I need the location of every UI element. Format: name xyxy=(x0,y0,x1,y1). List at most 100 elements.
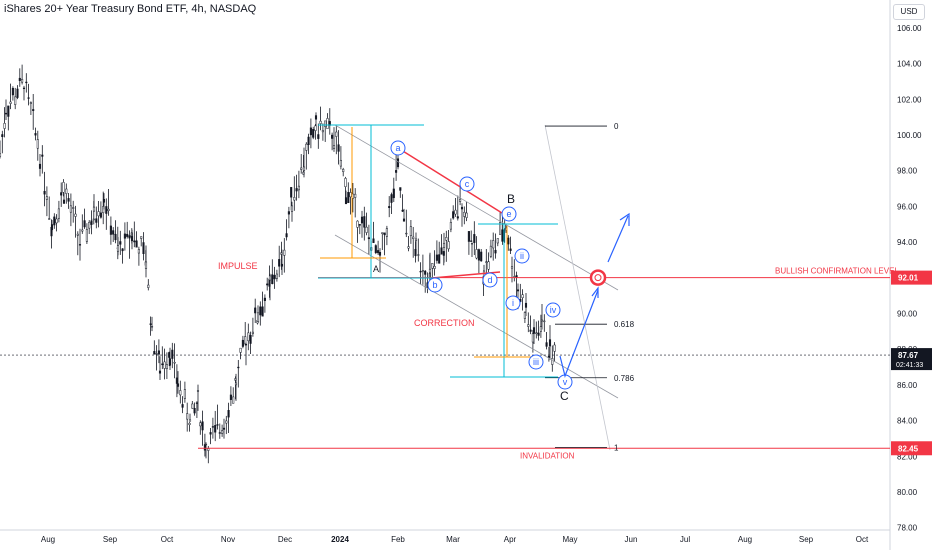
candle-body xyxy=(249,334,252,344)
breakout-target-inner xyxy=(594,274,602,282)
candle-body xyxy=(402,218,406,222)
time-tick-label: Jul xyxy=(680,535,690,544)
candle-body xyxy=(133,240,136,243)
candle-body xyxy=(247,332,250,342)
candle-body xyxy=(16,88,19,98)
candle-body xyxy=(157,350,160,355)
candle-body xyxy=(360,216,364,224)
candle-body xyxy=(496,238,499,244)
candle-body xyxy=(21,79,24,83)
candle-body xyxy=(356,220,359,228)
candle-body xyxy=(470,240,473,242)
candle-body xyxy=(165,364,168,369)
candle-body xyxy=(326,118,329,129)
candle-body xyxy=(161,363,164,366)
candle-body xyxy=(293,197,296,201)
candle-body xyxy=(137,249,140,254)
candle-body xyxy=(487,261,490,270)
candle-body xyxy=(92,206,96,212)
wave-label-d: d xyxy=(487,275,492,285)
candle-body xyxy=(107,208,110,211)
candle-body xyxy=(105,206,108,214)
candle-body xyxy=(290,187,293,198)
current-price-text: 87.67 xyxy=(898,351,919,360)
candle-body xyxy=(241,339,244,347)
candle-body xyxy=(312,129,315,138)
fib-level-label: 1 xyxy=(614,443,619,452)
candle-body xyxy=(90,220,93,225)
candle-body xyxy=(465,212,468,218)
candle-body xyxy=(319,120,322,124)
time-tick-label: Nov xyxy=(221,535,235,544)
candle-body xyxy=(121,248,124,252)
candle-body xyxy=(332,145,336,149)
candle-body xyxy=(196,390,200,392)
candle-body xyxy=(62,199,66,204)
candle-body xyxy=(307,136,310,145)
candle-body xyxy=(475,249,478,259)
price-tag-text: 92.01 xyxy=(898,274,919,283)
wave-label-circle xyxy=(528,354,544,370)
candle-body xyxy=(456,216,459,219)
candle-body xyxy=(273,275,276,280)
candle-body xyxy=(510,266,514,269)
candle-body xyxy=(176,383,180,387)
candle-body xyxy=(74,213,77,217)
candle-body xyxy=(158,370,162,374)
candle-body xyxy=(365,226,368,233)
invalidation-price-tag xyxy=(891,441,932,456)
candle-body xyxy=(18,77,21,81)
candle-body xyxy=(467,231,470,242)
candle-body xyxy=(34,133,37,136)
candle-body xyxy=(92,218,95,221)
candle-body xyxy=(339,159,342,167)
candle-body xyxy=(7,105,10,117)
fib-diagonal xyxy=(544,124,611,451)
candle-body xyxy=(412,236,415,239)
candle-body xyxy=(175,377,178,384)
wave-label-i: i xyxy=(512,298,514,308)
price-tick-label: 96.00 xyxy=(897,202,918,211)
candle-body xyxy=(285,233,288,238)
candle-body xyxy=(55,218,58,224)
price-tick-label: 94.00 xyxy=(897,238,918,247)
candle-body xyxy=(280,263,284,267)
candle-body xyxy=(171,349,174,359)
candle-body xyxy=(150,326,154,328)
candle-body xyxy=(521,294,524,299)
candle-body xyxy=(207,448,210,451)
candle-body xyxy=(85,229,88,242)
candle-body xyxy=(128,235,131,239)
invalidation-label: INVALIDATION xyxy=(520,451,575,460)
candle-body xyxy=(532,327,536,334)
candle-body xyxy=(81,229,84,232)
candle-body xyxy=(144,261,148,269)
candle-body xyxy=(337,144,340,152)
candle-body xyxy=(324,120,327,127)
candle-body xyxy=(317,134,320,139)
candle-body xyxy=(540,319,544,322)
candle-body xyxy=(492,240,495,249)
candle-body xyxy=(234,382,238,386)
wave-b-label: B xyxy=(507,192,515,206)
wave-label-a: a xyxy=(395,143,400,153)
candle-body xyxy=(433,266,436,269)
candle-body xyxy=(229,394,232,400)
candle-body xyxy=(163,361,166,369)
candle-body xyxy=(38,163,42,169)
candle-body xyxy=(509,248,512,251)
candle-body xyxy=(222,427,226,430)
candles xyxy=(0,64,556,464)
impulse-label: IMPULSE xyxy=(218,261,258,271)
wave-label-ii: ii xyxy=(520,251,524,261)
candle-body xyxy=(256,312,260,323)
candle-body xyxy=(97,211,100,217)
candle-body xyxy=(0,153,2,157)
candle-body xyxy=(214,425,217,433)
candle-body xyxy=(378,252,382,256)
candle-body xyxy=(344,178,347,187)
time-tick-label: Oct xyxy=(856,535,869,544)
candle-body xyxy=(191,403,194,409)
currency-button[interactable]: USD xyxy=(893,4,925,20)
candle-body xyxy=(147,284,150,288)
